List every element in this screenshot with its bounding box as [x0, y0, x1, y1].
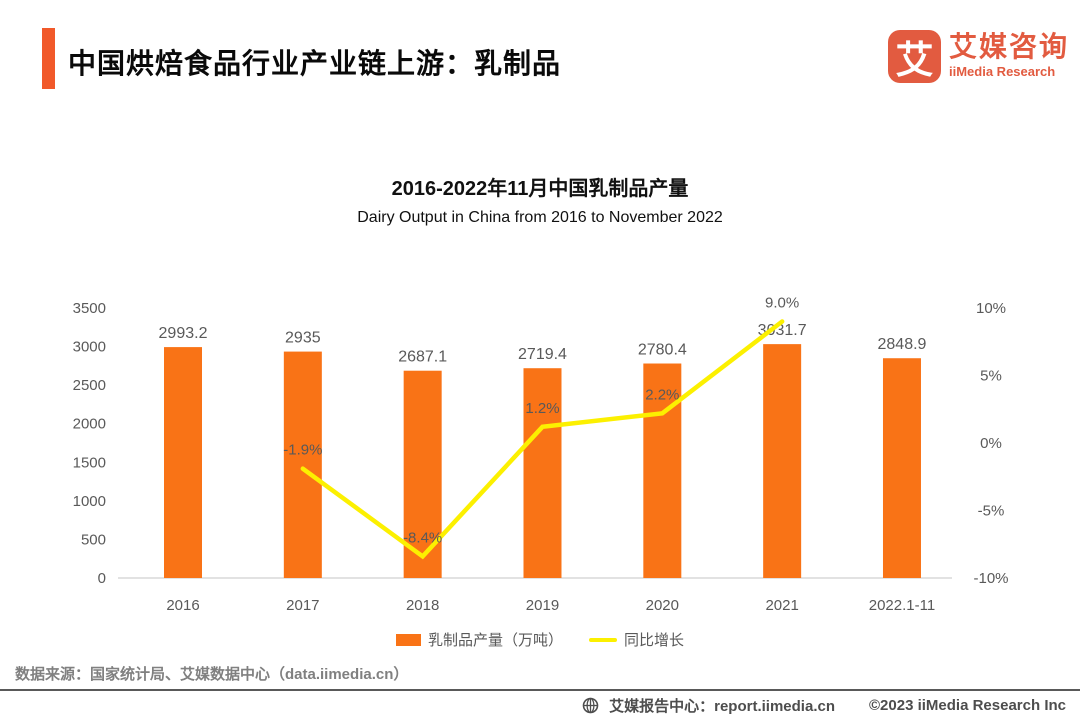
- right-axis-tick: -10%: [973, 570, 1008, 587]
- growth-point-label: 1.2%: [525, 400, 559, 417]
- bar-2021: [763, 344, 802, 578]
- left-axis-tick: 3000: [73, 339, 106, 356]
- legend-item-line: 同比增长: [589, 629, 684, 650]
- bar-2019: [523, 368, 562, 578]
- x-axis-label: 2022.1-11: [869, 597, 935, 614]
- line-series-swatch: [589, 637, 617, 642]
- x-axis-label: 2019: [526, 597, 559, 614]
- left-axis-tick: 0: [98, 570, 106, 587]
- right-axis-tick: 5%: [980, 368, 1002, 385]
- right-axis-tick: 10%: [976, 300, 1006, 317]
- report-center-text: 艾媒报告中心：report.iimedia.cn: [609, 698, 835, 715]
- title-accent-bar: [42, 28, 55, 89]
- left-axis-tick: 3500: [73, 300, 106, 317]
- bar-value-label: 2848.9: [878, 336, 927, 353]
- iimedia-logo: 艾 艾媒咨询 iiMedia Research: [888, 30, 1069, 83]
- right-axis-tick: -5%: [978, 503, 1005, 520]
- left-axis-tick: 1500: [73, 454, 106, 471]
- bar-value-label: 2719.4: [518, 346, 567, 363]
- growth-line: [300, 319, 785, 560]
- left-axis-tick: 500: [81, 531, 106, 548]
- bar-series-label: 乳制品产量（万吨）: [427, 632, 563, 649]
- line-series-label: 同比增长: [624, 632, 685, 649]
- logo-text: 艾媒咨询 iiMedia Research: [949, 30, 1069, 79]
- bar-value-label: 2687.1: [398, 349, 447, 366]
- logo-name-cn: 艾媒咨询: [949, 31, 1070, 62]
- left-axis-tick: 2500: [73, 377, 106, 394]
- left-axis-tick: 1000: [73, 493, 106, 510]
- bar-series-swatch: [395, 633, 421, 646]
- growth-point-label: 9.0%: [765, 295, 799, 312]
- growth-point-label: -8.4%: [403, 529, 442, 546]
- x-axis-label: 2020: [646, 597, 679, 614]
- bar-value-label: 2780.4: [638, 342, 687, 359]
- left-axis-tick: 2000: [73, 416, 106, 433]
- chart-legend: 乳制品产量（万吨） 同比增长: [0, 629, 1080, 650]
- bar-value-label: 2935: [285, 330, 321, 347]
- bar-2016: [164, 347, 202, 578]
- footer-bar: 艾媒报告中心：report.iimedia.cn ©2023 iiMedia R…: [582, 695, 1066, 716]
- chart-title: 2016-2022年11月中国乳制品产量: [391, 178, 689, 200]
- bar-2020: [643, 363, 682, 578]
- right-axis-tick: 0%: [980, 435, 1002, 452]
- footer-divider: [0, 689, 1080, 691]
- x-axis-label: 2018: [406, 597, 439, 614]
- logo-glyph: 艾: [895, 40, 934, 82]
- copyright-text: ©2023 iiMedia Research Inc: [869, 697, 1066, 714]
- bar-2022.1-11: [882, 358, 921, 578]
- report-center-globe-icon: [582, 697, 599, 714]
- logo-name-en: iiMedia Research: [949, 64, 1056, 79]
- iimedia-logo-icon: 艾: [888, 30, 941, 83]
- x-axis-label: 2016: [166, 597, 199, 614]
- growth-point-label: 2.2%: [645, 386, 679, 403]
- chart-svg: 3500 3000 2500 2000 1500 1000 500 0 10% 5% 0% -5% -1…: [73, 295, 1009, 615]
- chart-subtitle: Dairy Output in China from 2016 to Novem…: [357, 209, 723, 226]
- x-axis-label: 2017: [286, 597, 319, 614]
- bar-value-label: 2993.2: [159, 325, 208, 342]
- bar-value-label: 3031.7: [758, 322, 807, 339]
- x-axis-label: 2021: [765, 597, 798, 614]
- legend-item-bar: 乳制品产量（万吨）: [395, 629, 563, 650]
- growth-point-label: -1.9%: [283, 442, 322, 459]
- page-title: 中国烘焙食品行业产业链上游：乳制品: [68, 48, 562, 79]
- data-source-note: 数据来源：国家统计局、艾媒数据中心（data.iimedia.cn）: [15, 666, 409, 683]
- bar-2017: [283, 351, 322, 578]
